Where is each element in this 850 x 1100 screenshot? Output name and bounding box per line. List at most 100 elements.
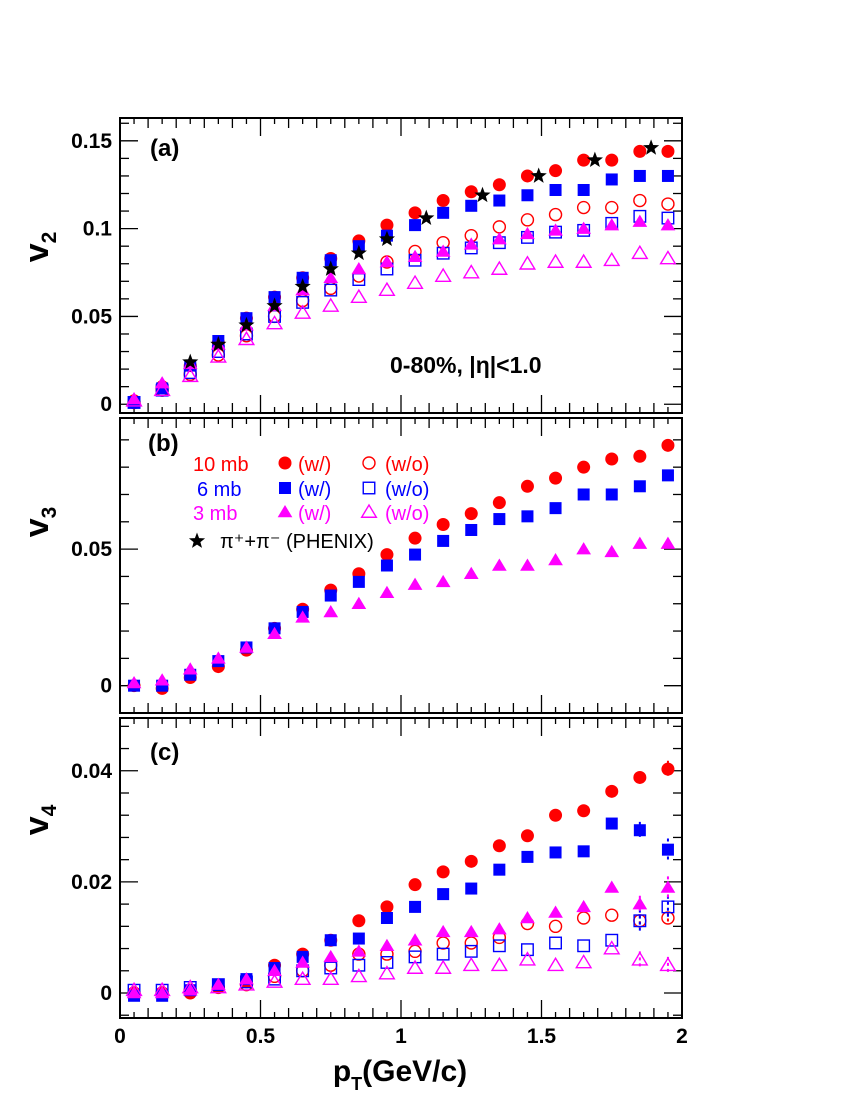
marker-p0-s5-9 (378, 281, 396, 297)
marker-p2-s5-17 (603, 940, 621, 955)
marker-p0-s1-13 (492, 220, 507, 234)
marker-p0-s6-6 (350, 244, 367, 261)
marker-p0-s0-17 (605, 153, 619, 167)
marker-p2-s0-8 (352, 914, 366, 928)
marker-p2-s4-10 (407, 933, 423, 946)
marker-p1-s2-6 (295, 610, 310, 623)
legend-w-3mb: (w/) (298, 503, 331, 525)
panel-frame-0 (119, 117, 683, 414)
marker-p2-s1-12 (464, 936, 478, 950)
marker-p1-s1-14 (521, 510, 534, 523)
marker-p2-s3-15 (549, 936, 562, 950)
marker-p2-s0-19 (661, 762, 675, 776)
marker-p1-s0-17 (605, 452, 619, 466)
xtick-label-4: 2 (676, 1025, 688, 1048)
marker-p2-s2-18 (633, 824, 646, 837)
marker-p0-s0-14 (520, 169, 534, 183)
marker-p1-s2-8 (351, 596, 367, 609)
marker-p0-s6-5 (322, 260, 339, 276)
marker-p0-s4-14 (520, 226, 535, 240)
marker-p0-s2-11 (437, 206, 450, 219)
marker-p1-s2-11 (435, 574, 451, 588)
marker-p2-s4-6 (295, 955, 310, 968)
marker-p1-s1-15 (549, 502, 562, 515)
marker-p2-s4-12 (463, 924, 479, 938)
marker-p2-s0-14 (520, 829, 534, 843)
marker-p0-s0-16 (577, 153, 591, 167)
marker-p0-s2-13 (493, 194, 506, 207)
panel-tag-c: (c) (150, 739, 179, 766)
marker-p1-s2-1 (154, 673, 170, 686)
xtick-label-2: 1 (395, 1025, 407, 1048)
marker-p2-s5-8 (350, 967, 368, 983)
ytick-label-1-1: 0.05 (71, 538, 112, 561)
marker-p2-s5-3 (209, 979, 227, 994)
marker-p2-s3-7 (324, 961, 338, 975)
marker-p2-s4-18 (632, 897, 648, 910)
marker-p0-s5-4 (237, 330, 256, 346)
marker-p0-s5-12 (462, 264, 480, 279)
marker-p0-s2-14 (521, 189, 534, 202)
marker-p1-s1-13 (493, 513, 506, 526)
marker-p2-s0-10 (408, 878, 422, 892)
marker-p1-s2-16 (576, 542, 591, 555)
legend-label-3mb: 3 mb (193, 503, 237, 525)
marker-p2-s5-0 (125, 981, 143, 997)
marker-p0-s5-10 (406, 274, 424, 290)
marker-p0-s6-12 (643, 139, 660, 155)
xtick-label-1: 0.5 (246, 1025, 276, 1048)
marker-p0-s4-16 (576, 221, 591, 234)
legend-marker-open-1 (362, 481, 376, 495)
ytick-label-2-2: 0.04 (71, 760, 112, 783)
marker-p2-s0-15 (549, 808, 563, 822)
marker-p0-s5-0 (125, 392, 143, 407)
marker-p0-s0-12 (464, 185, 478, 199)
marker-p2-s5-2 (181, 979, 199, 994)
svg-text:v2: v2 (18, 232, 61, 263)
marker-p1-s2-14 (520, 558, 535, 571)
marker-p0-s6-2 (238, 316, 255, 333)
marker-p0-s0-9 (380, 218, 394, 232)
ytick-label-0-0: 0 (100, 393, 112, 416)
tick-marks: 0 0.05 0.1 0.15 0 0.05 0 0.02 0.04 0 0.5 1 1.5 2 (71, 118, 688, 1048)
marker-p1-s0-10 (408, 531, 422, 545)
legend-marker-open-0 (362, 456, 376, 470)
marker-p0-s5-1 (153, 381, 171, 397)
marker-p2-s3-9 (380, 955, 394, 969)
marker-p0-s5-8 (350, 288, 368, 304)
marker-p2-s3-14 (521, 943, 534, 957)
cut-annotation: 0-80%, |η|<1.0 (390, 352, 542, 378)
marker-p1-s0-12 (464, 507, 478, 521)
legend-w-10mb: (w/) (298, 454, 331, 476)
panel-tag-a: (a) (150, 135, 179, 162)
xlabel: pT(GeV/c) (333, 1055, 467, 1094)
svg-text:v3: v3 (18, 507, 61, 538)
legend-marker-open-2 (360, 503, 378, 518)
marker-p2-s4-11 (435, 924, 451, 938)
marker-p2-s1-17 (605, 908, 619, 922)
marker-p0-s4-15 (548, 223, 563, 236)
marker-p0-s2-7 (324, 254, 337, 267)
marker-p2-s5-9 (378, 965, 396, 980)
marker-p1-s0-18 (633, 449, 647, 463)
marker-p2-s2-9 (380, 912, 393, 924)
marker-p2-s2-12 (465, 882, 478, 895)
marker-p1-s0-11 (436, 518, 450, 532)
svg-text:v4: v4 (18, 804, 61, 835)
marker-p1-s2-9 (379, 585, 395, 599)
marker-p0-s5-5 (265, 315, 284, 330)
marker-p2-s0-17 (605, 784, 619, 798)
marker-p0-s4-18 (632, 214, 648, 227)
marker-p0-s5-14 (518, 255, 537, 270)
marker-p0-s2-15 (549, 183, 562, 196)
legend-wo-3mb: (w/o) (385, 503, 429, 525)
marker-p0-s4-11 (435, 244, 451, 257)
marker-p0-s3-6 (296, 295, 310, 309)
marker-p2-s5-1 (153, 981, 171, 997)
panel-tag-b: (b) (148, 430, 179, 457)
marker-p2-s3-11 (436, 947, 450, 961)
marker-p0-s0-19 (661, 144, 675, 158)
marker-p2-s2-19 (661, 843, 674, 856)
marker-p0-s2-19 (661, 169, 674, 182)
